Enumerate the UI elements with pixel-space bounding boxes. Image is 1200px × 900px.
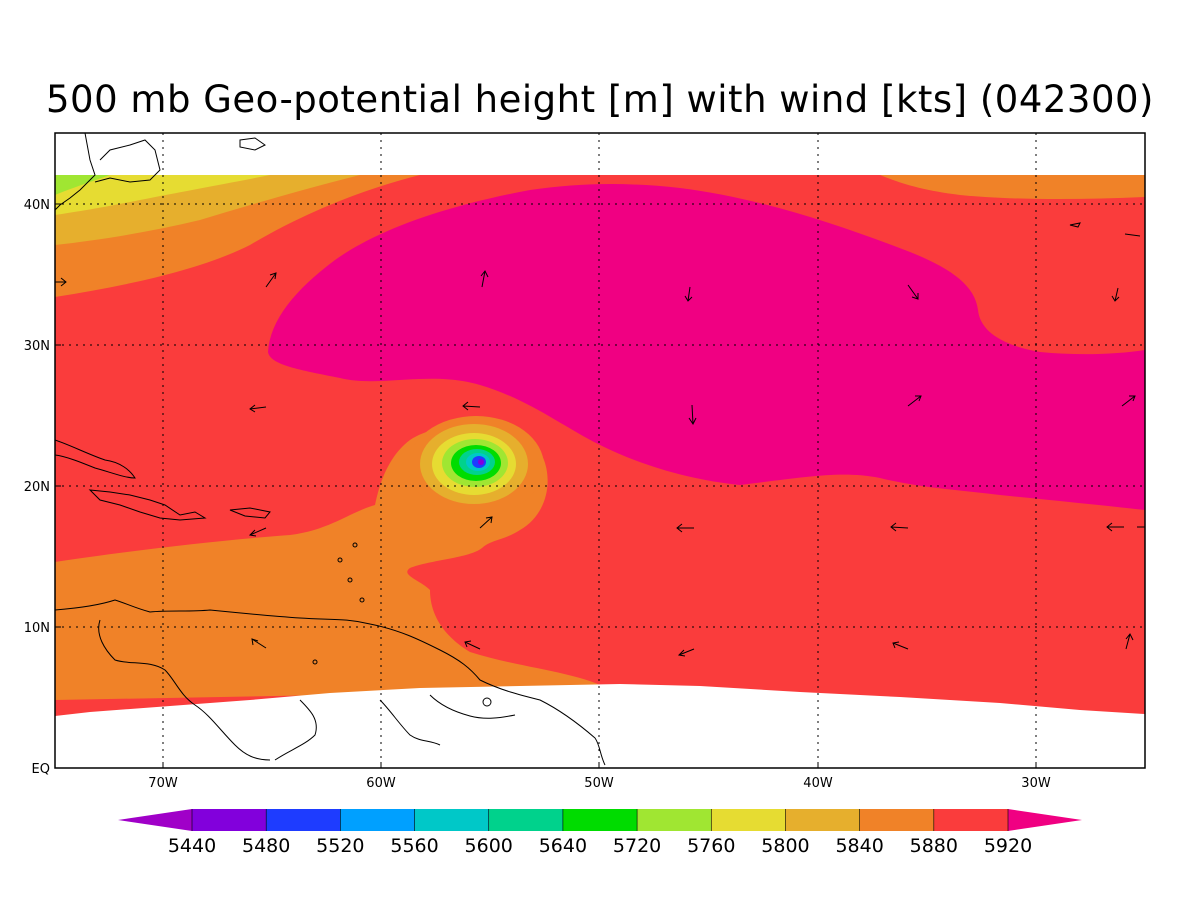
colorbar-label: 5920 [984, 835, 1032, 857]
colorbar-label: 5880 [910, 835, 958, 857]
wind-arrow [251, 638, 267, 649]
lon-label-70w: 70W [148, 776, 178, 791]
wind-arrow [462, 401, 481, 411]
lat-label-10n: 10N [24, 621, 50, 636]
colorbar-swatch [711, 809, 786, 831]
lon-label-60w: 60W [366, 776, 396, 791]
lon-label-40w: 40W [803, 776, 833, 791]
colorbar-label: 5560 [390, 835, 438, 857]
wind-arrow [688, 404, 697, 425]
map-frame [54, 132, 1146, 769]
no-data-north [55, 133, 1145, 175]
gridlines [55, 133, 1145, 768]
colorbar-label: 5800 [761, 835, 809, 857]
wind-arrow [1121, 395, 1136, 407]
colorbar-swatch [859, 809, 935, 831]
colorbar-label: 5440 [168, 835, 216, 857]
colorbar-swatch [414, 809, 490, 831]
lat-axis-labels: 40N 30N 20N 10N EQ [24, 198, 50, 777]
low-core-5480 [478, 459, 484, 465]
height-field-5920 [268, 184, 1145, 510]
colorbar-min-arrow [118, 809, 192, 831]
wind-arrow [464, 640, 481, 650]
wind-arrow [55, 277, 67, 287]
map-canvas [55, 133, 1145, 768]
colorbar-max-arrow [1008, 809, 1082, 831]
coastlines [55, 133, 1141, 766]
colorbar-label: 5600 [465, 835, 513, 857]
lat-label-40n: 40N [24, 198, 50, 213]
wind-arrow [890, 522, 909, 532]
no-data-south [55, 684, 1145, 768]
colorbar-label: 5520 [316, 835, 364, 857]
wind-arrow [907, 395, 922, 407]
colorbar-label: 5720 [613, 835, 661, 857]
wind-arrow [479, 516, 493, 529]
colorbar-labels: 5440 5480 5520 5560 5600 5640 5720 5760 … [168, 835, 1032, 857]
colorbar-swatch [340, 809, 416, 831]
height-field-5760-north [55, 175, 270, 215]
lon-label-30w: 30W [1021, 776, 1051, 791]
wind-arrow [1111, 287, 1120, 302]
axis-ticks [55, 203, 1037, 768]
height-field-5720-north [55, 175, 110, 195]
colorbar-label: 5480 [242, 835, 290, 857]
lon-label-50w: 50W [584, 776, 614, 791]
wind-arrow [480, 270, 489, 288]
wind-arrow [676, 523, 694, 533]
wind-arrow [1106, 522, 1124, 532]
colorbar [118, 809, 1082, 831]
wind-arrow [677, 648, 695, 657]
colorbar-swatch [562, 809, 638, 831]
colorbar-swatch [637, 809, 712, 831]
wind-arrows [55, 270, 1145, 657]
colorbar-swatch [933, 809, 1009, 831]
lon-axis-labels: 70W 60W 50W 40W 30W [148, 776, 1051, 791]
lat-label-20n: 20N [24, 480, 50, 495]
colorbar-label: 5760 [687, 835, 735, 857]
wind-arrow [248, 527, 267, 537]
wind-arrow [265, 272, 277, 288]
height-field-5840-northeast [880, 175, 1145, 200]
wind-arrow [684, 286, 693, 302]
wind-arrow [1125, 633, 1134, 650]
wind-arrow [907, 284, 919, 300]
lat-label-eq: EQ [32, 762, 50, 777]
lat-label-30n: 30N [24, 339, 50, 354]
colorbar-label: 5840 [835, 835, 883, 857]
colorbar-swatch [266, 809, 341, 831]
colorbar-label: 5640 [539, 835, 587, 857]
map-title: 500 mb Geo-potential height [m] with win… [46, 78, 1154, 121]
wind-arrow [892, 641, 909, 650]
colorbar-swatch [785, 809, 861, 831]
wind-arrow [249, 404, 267, 413]
colorbar-swatch [488, 809, 564, 831]
colorbar-swatch [192, 809, 267, 831]
